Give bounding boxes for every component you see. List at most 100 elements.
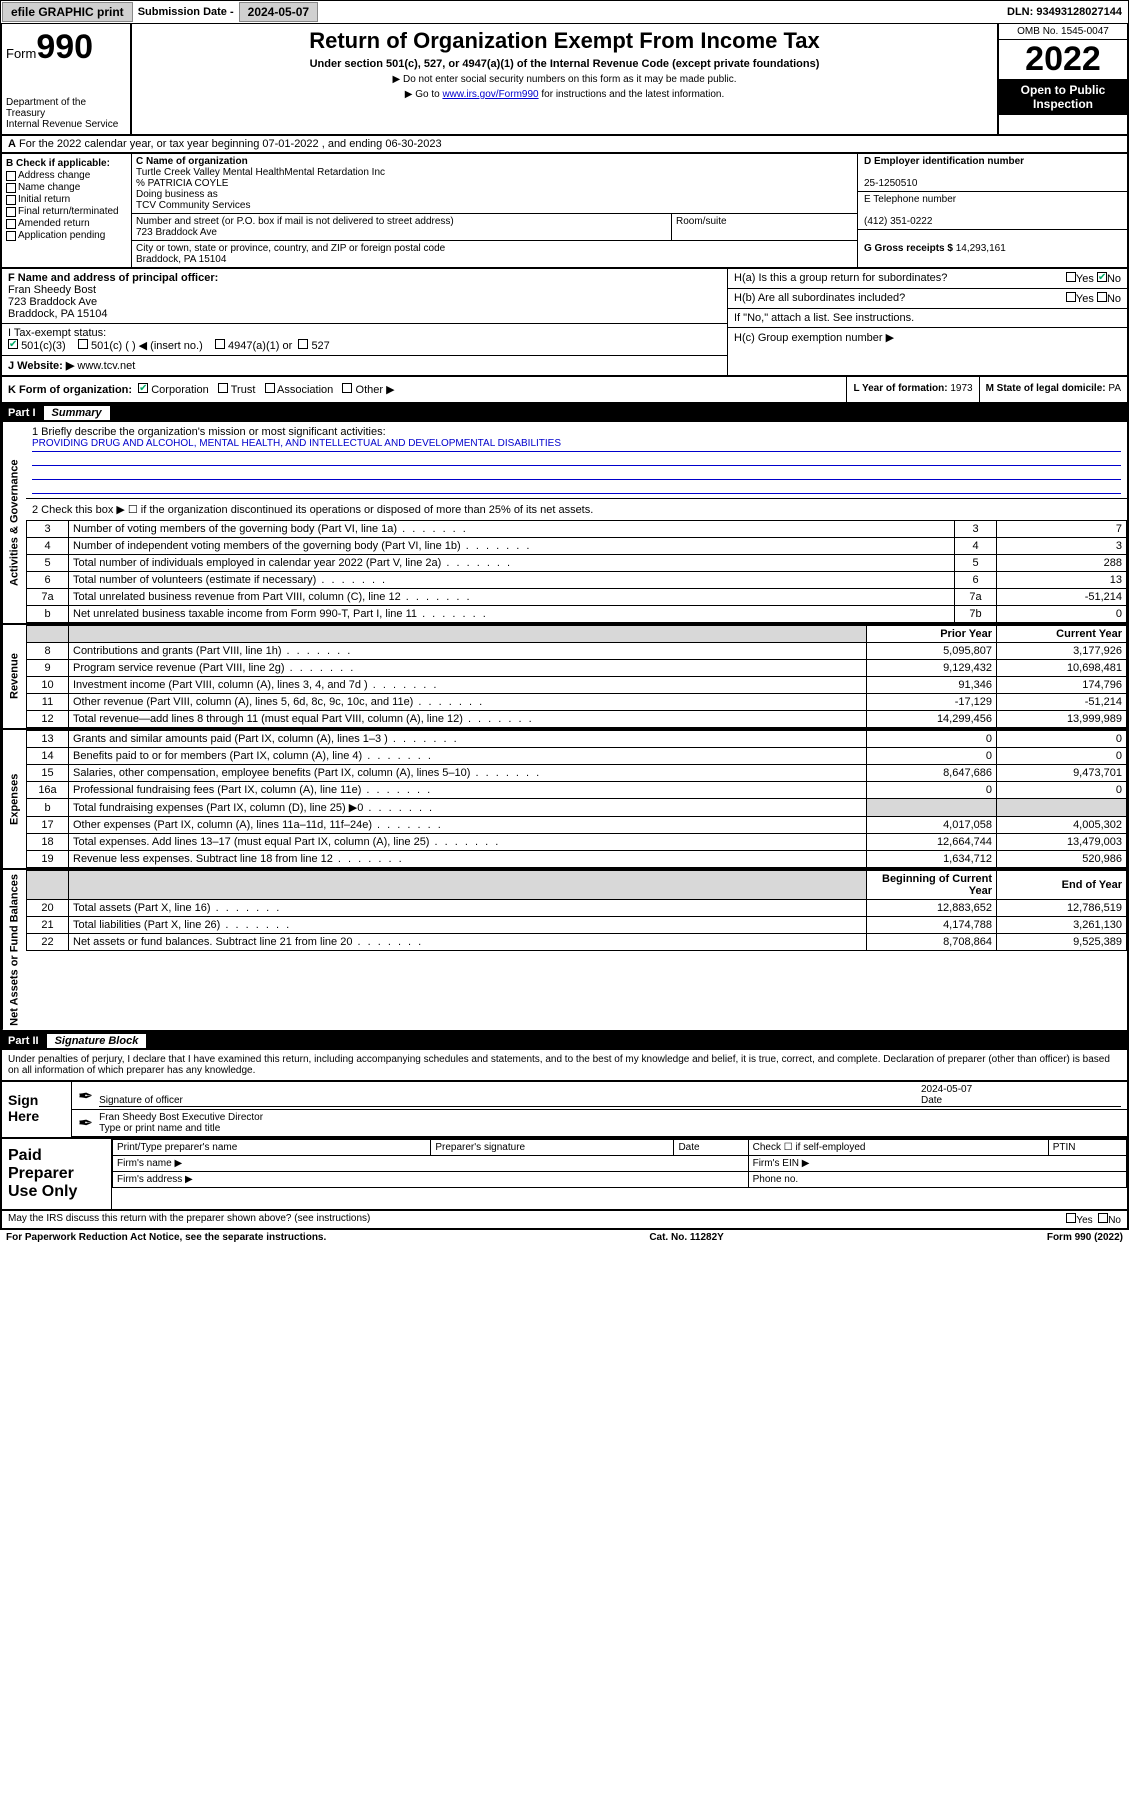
section-bcdefg: B Check if applicable: Address change Na… [0, 154, 1129, 269]
chk-other[interactable] [342, 383, 352, 393]
form-title: Return of Organization Exempt From Incom… [136, 28, 993, 54]
side-expenses: Expenses [2, 730, 26, 868]
line-2-checkbox: 2 Check this box ▶ ☐ if the organization… [26, 499, 1127, 520]
org-careof: % PATRICIA COYLE [136, 178, 228, 189]
paperwork-notice: For Paperwork Reduction Act Notice, see … [6, 1232, 326, 1243]
preparer-date-header: Date [674, 1139, 748, 1155]
discuss-row: May the IRS discuss this return with the… [0, 1211, 1129, 1230]
mission-text: PROVIDING DRUG AND ALCOHOL, MENTAL HEALT… [32, 438, 1121, 452]
firm-ein-row: Firm's EIN ▶ [748, 1155, 1126, 1171]
chk-amended[interactable] [6, 219, 16, 229]
chk-address-change[interactable] [6, 171, 16, 181]
form-id-block: Form990 Department of the Treasury Inter… [2, 24, 132, 134]
l-label: L Year of formation: [853, 383, 950, 394]
col-right-deg: D Employer identification number 25-1250… [857, 154, 1127, 267]
chk-discuss-no[interactable] [1098, 1213, 1108, 1223]
addr-label: Number and street (or P.O. box if mail i… [136, 216, 454, 227]
col-c-org-info: C Name of organization Turtle Creek Vall… [132, 154, 857, 267]
omb-number: OMB No. 1545-0047 [999, 24, 1127, 40]
part-ii-header: Part II Signature Block [0, 1032, 1129, 1050]
netassets-table: Beginning of Current YearEnd of Year20To… [26, 870, 1127, 951]
dln: DLN: 93493128027144 [1007, 6, 1128, 18]
side-governance: Activities & Governance [2, 422, 26, 623]
part-i-title: Summary [44, 406, 110, 420]
sign-here-block: Sign Here ✒ Signature of officer 2024-05… [0, 1082, 1129, 1139]
chk-ha-yes[interactable] [1066, 272, 1076, 282]
dba-label: Doing business as [136, 189, 218, 200]
chk-corporation[interactable] [138, 383, 148, 393]
governance-table: 3Number of voting members of the governi… [26, 520, 1127, 623]
chk-501c[interactable] [78, 339, 88, 349]
phone-value: (412) 351-0222 [864, 216, 932, 227]
bottom-line: For Paperwork Reduction Act Notice, see … [0, 1230, 1129, 1245]
topbar: efile GRAPHIC print Submission Date - 20… [0, 0, 1129, 24]
self-employed-check: Check ☐ if self-employed [748, 1139, 1048, 1155]
col-b-checkboxes: B Check if applicable: Address change Na… [2, 154, 132, 267]
e-label: E Telephone number [864, 194, 956, 205]
city-label: City or town, state or province, country… [136, 243, 445, 254]
h-c-exemption: H(c) Group exemption number ▶ [728, 328, 1127, 347]
open-public-badge: Open to Public Inspection [999, 79, 1127, 115]
chk-association[interactable] [265, 383, 275, 393]
org-dba: TCV Community Services [136, 200, 250, 211]
revenue-table: Prior YearCurrent Year8Contributions and… [26, 625, 1127, 728]
form-subtitle: Under section 501(c), 527, or 4947(a)(1)… [136, 58, 993, 70]
expenses-table: 13Grants and similar amounts paid (Part … [26, 730, 1127, 868]
irs-link[interactable]: www.irs.gov/Form990 [442, 89, 538, 100]
chk-final-return[interactable] [6, 207, 16, 217]
form-note-1: ▶ Do not enter social security numbers o… [136, 74, 993, 85]
chk-hb-no[interactable] [1097, 292, 1107, 302]
form-no-footer: Form 990 (2022) [1047, 1232, 1123, 1243]
firm-name-row: Firm's name ▶ [113, 1155, 749, 1171]
year-formation: 1973 [950, 383, 972, 394]
preparer-sig-header: Preparer's signature [431, 1139, 674, 1155]
col-b-label: B Check if applicable: [6, 158, 127, 169]
ein-value: 25-1250510 [864, 178, 917, 189]
chk-name-change[interactable] [6, 183, 16, 193]
part-i-header: Part I Summary [0, 404, 1129, 422]
revenue-section: Revenue Prior YearCurrent Year8Contribut… [0, 625, 1129, 730]
officer-name: Fran Sheedy Bost [8, 284, 96, 296]
officer-addr2: Braddock, PA 15104 [8, 308, 107, 320]
form-year-block: OMB No. 1545-0047 2022 Open to Public In… [997, 24, 1127, 134]
form-number: 990 [36, 28, 93, 66]
k-label: K Form of organization: [8, 384, 132, 396]
c-label: C Name of organization [136, 156, 248, 167]
paid-preparer-block: Paid Preparer Use Only Print/Type prepar… [0, 1139, 1129, 1211]
gross-receipts: 14,293,161 [956, 243, 1006, 254]
section-fhij: F Name and address of principal officer:… [0, 269, 1129, 377]
form-header: Form990 Department of the Treasury Inter… [0, 24, 1129, 136]
chk-501c3[interactable] [8, 339, 18, 349]
website-value: www.tcv.net [77, 360, 135, 372]
firm-phone-row: Phone no. [748, 1171, 1126, 1187]
dept-treasury: Department of the Treasury Internal Reve… [6, 97, 126, 130]
chk-trust[interactable] [218, 383, 228, 393]
org-name: Turtle Creek Valley Mental HealthMental … [136, 167, 385, 178]
pen-icon: ✒ [78, 1086, 93, 1107]
section-j-website: J Website: ▶ www.tcv.net [2, 356, 727, 375]
chk-app-pending[interactable] [6, 231, 16, 241]
part-ii-title: Signature Block [47, 1034, 147, 1048]
mission-block: 1 Briefly describe the organization's mi… [26, 422, 1127, 499]
g-label: G Gross receipts $ [864, 243, 956, 254]
mission-label: 1 Briefly describe the organization's mi… [32, 426, 1121, 438]
submission-date-label: Submission Date - [134, 6, 238, 18]
chk-527[interactable] [298, 339, 308, 349]
form-note-2: ▶ Go to www.irs.gov/Form990 for instruct… [136, 89, 993, 100]
officer-addr1: 723 Braddock Ave [8, 296, 97, 308]
chk-initial-return[interactable] [6, 195, 16, 205]
sig-date: 2024-05-07 [921, 1084, 972, 1095]
side-revenue: Revenue [2, 625, 26, 728]
chk-discuss-yes[interactable] [1066, 1213, 1076, 1223]
chk-hb-yes[interactable] [1066, 292, 1076, 302]
m-label: M State of legal domicile: [986, 383, 1109, 394]
section-klm: K Form of organization: Corporation Trus… [0, 377, 1129, 404]
h-b-subordinates: H(b) Are all subordinates included? Yes … [728, 289, 1127, 309]
org-city: Braddock, PA 15104 [136, 254, 226, 265]
d-label: D Employer identification number [864, 156, 1024, 167]
governance-section: Activities & Governance 1 Briefly descri… [0, 422, 1129, 625]
paid-preparer-label: Paid Preparer Use Only [2, 1139, 112, 1209]
chk-ha-no[interactable] [1097, 272, 1107, 282]
chk-4947[interactable] [215, 339, 225, 349]
efile-print-button[interactable]: efile GRAPHIC print [2, 2, 133, 22]
